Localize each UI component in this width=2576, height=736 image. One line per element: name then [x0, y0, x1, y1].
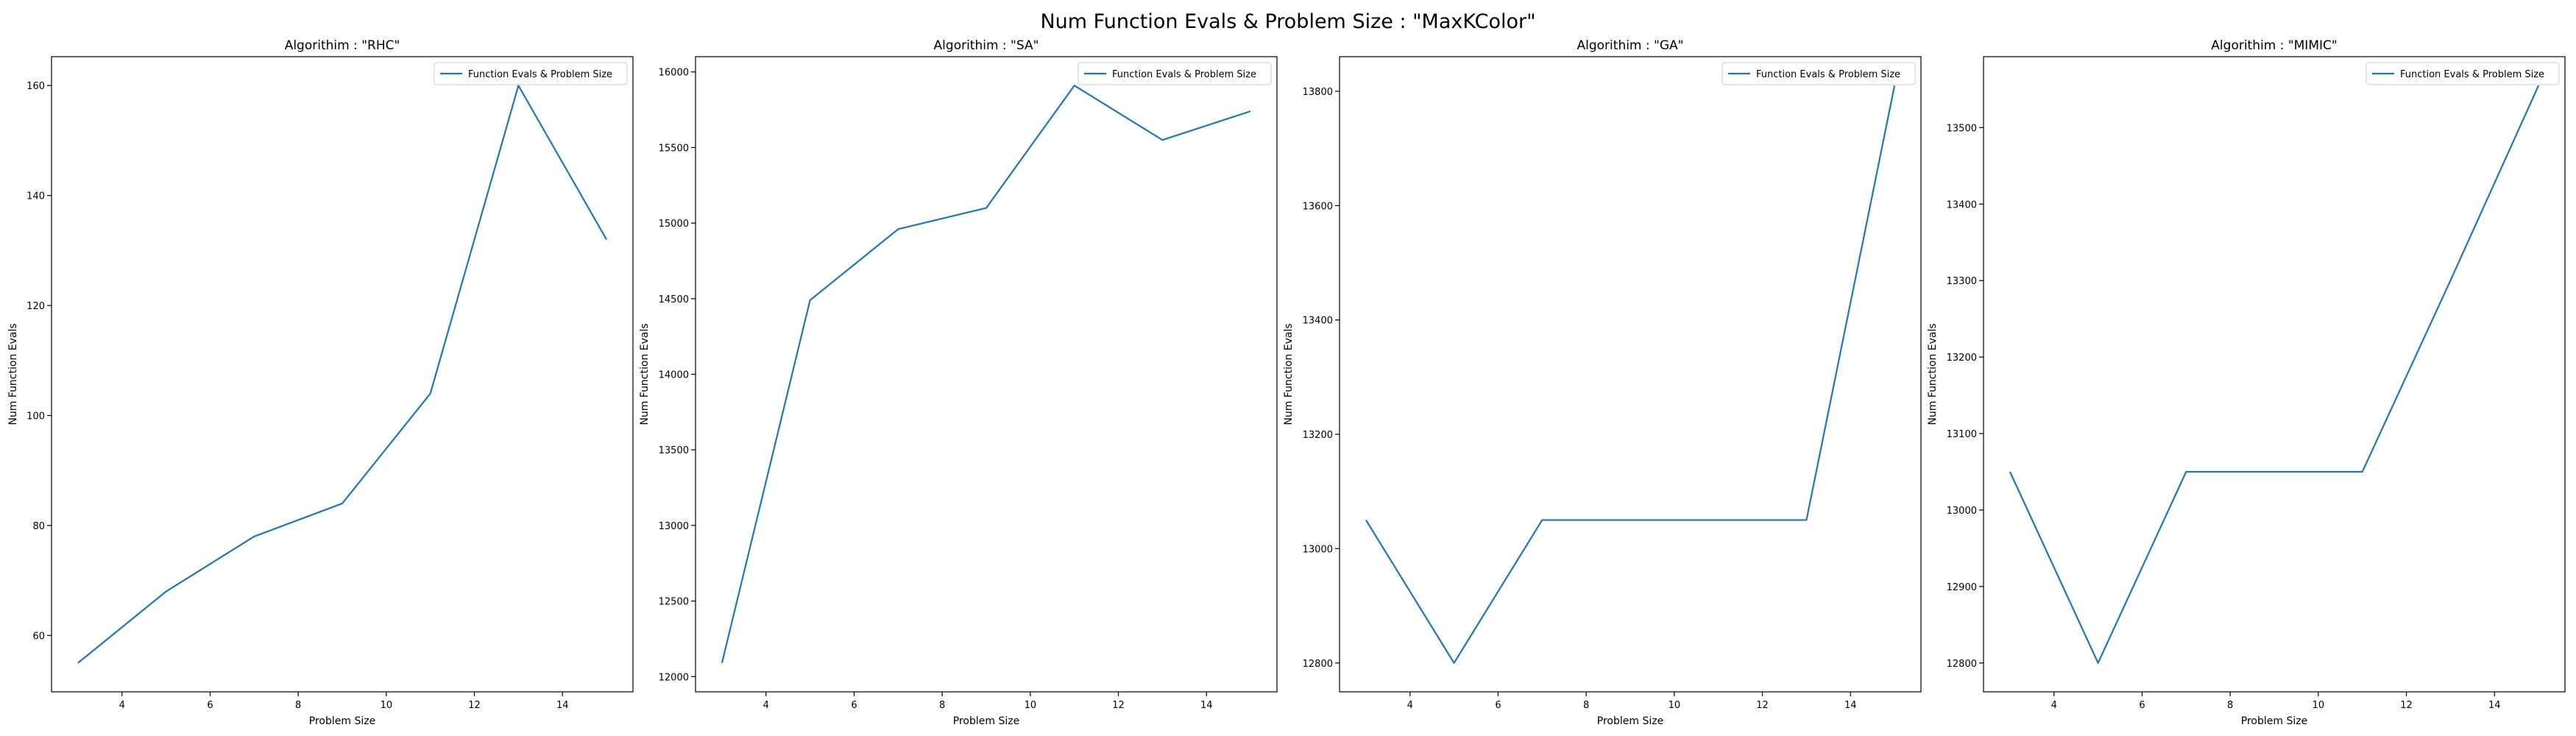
legend-label: Function Evals & Problem Size: [2400, 69, 2544, 80]
y-tick-label: 13000: [1303, 544, 1333, 555]
x-tick-label: 6: [207, 700, 213, 711]
x-tick-label: 10: [381, 700, 393, 711]
chart-panel-4: Algorithim : "MIMIC" 4 6 8 10 12 14 12800 12900 1…: [1927, 38, 2566, 727]
x-tick-label: 6: [851, 700, 857, 711]
y-tick-label: 13100: [1947, 429, 1977, 440]
y-tick-label: 12900: [1947, 582, 1977, 593]
y-tick-label: 13400: [1947, 199, 1977, 210]
x-tick-label: 4: [119, 700, 125, 711]
x-tick-label: 4: [1407, 700, 1413, 711]
y-tick-label: 13200: [1303, 430, 1333, 441]
legend-label: Function Evals & Problem Size: [468, 69, 612, 80]
y-tick-label: 13500: [659, 445, 689, 456]
legend-box: [434, 62, 628, 85]
legend: Function Evals & Problem Size: [2366, 62, 2560, 85]
x-tick-label: 14: [1844, 700, 1857, 711]
y-axis-label: Num Function Evals: [639, 323, 651, 425]
y-tick-label: 140: [26, 191, 45, 202]
series-line: [2009, 85, 2540, 664]
x-tick-label: 10: [1025, 700, 1037, 711]
y-tick-label: 13400: [1303, 316, 1333, 327]
x-tick-label: 10: [2313, 700, 2325, 711]
y-tick-label: 13000: [659, 521, 689, 532]
y-tick-label: 16000: [659, 68, 689, 79]
legend-label: Function Evals & Problem Size: [1112, 69, 1256, 80]
x-axis-label: Problem Size: [953, 715, 1019, 727]
y-tick-label: 13000: [1947, 506, 1977, 517]
legend: Function Evals & Problem Size: [434, 62, 628, 85]
y-tick-label: 12500: [659, 597, 689, 608]
chart-panel-1: Algorithim : "RHC" 4 6 8 10 12 14 60 80 100 120 140…: [7, 38, 634, 727]
y-tick-label: 12000: [659, 672, 689, 683]
x-tick-label: 8: [295, 700, 301, 711]
series-line: [77, 85, 608, 664]
x-axis-label: Problem Size: [1597, 715, 1663, 727]
y-tick-label: 13500: [1947, 123, 1977, 134]
x-tick-label: 4: [2051, 700, 2057, 711]
figure-title: Num Function Evals & Problem Size : "Max…: [1040, 10, 1536, 33]
x-tick-label: 10: [1669, 700, 1681, 711]
y-tick-label: 120: [26, 301, 45, 312]
legend-box: [2366, 62, 2560, 85]
axes-frame: [1983, 56, 2566, 693]
x-tick-label: 14: [556, 700, 569, 711]
y-axis-label: Num Function Evals: [7, 323, 19, 425]
y-tick-label: 100: [26, 411, 45, 422]
legend-label: Function Evals & Problem Size: [1756, 69, 1900, 80]
axes-frame: [695, 56, 1278, 693]
y-axis-label: Num Function Evals: [1927, 323, 1939, 425]
legend: Function Evals & Problem Size: [1078, 62, 1272, 85]
series-line: [721, 85, 1251, 664]
y-tick-label: 15000: [659, 219, 689, 230]
y-tick-label: 160: [26, 81, 45, 92]
x-tick-label: 12: [468, 700, 481, 711]
x-tick-label: 4: [763, 700, 769, 711]
legend: Function Evals & Problem Size: [1722, 62, 1916, 85]
x-tick-label: 12: [1112, 700, 1125, 711]
x-tick-label: 6: [1495, 700, 1501, 711]
y-tick-label: 12800: [1947, 659, 1977, 670]
y-tick-label: 12800: [1303, 659, 1333, 670]
legend-box: [1722, 62, 1916, 85]
x-tick-label: 8: [1583, 700, 1589, 711]
series-line: [1365, 85, 1896, 664]
y-tick-label: 13200: [1947, 353, 1977, 364]
y-tick-label: 80: [32, 521, 45, 532]
x-axis-label: Problem Size: [2241, 715, 2307, 727]
y-tick-label: 60: [32, 631, 45, 642]
axes-frame: [51, 56, 634, 693]
chart-title: Algorithim : "RHC": [285, 38, 400, 53]
y-tick-label: 13300: [1947, 276, 1977, 287]
axes-frame: [1339, 56, 1922, 693]
x-tick-label: 8: [939, 700, 945, 711]
y-tick-label: 14500: [659, 294, 689, 305]
y-tick-label: 15500: [659, 143, 689, 154]
x-tick-label: 8: [2227, 700, 2233, 711]
y-tick-label: 13600: [1303, 201, 1333, 212]
chart-panel-3: Algorithim : "GA" 4 6 8 10 12 14 12800 13000 1320…: [1283, 38, 1922, 727]
x-tick-label: 6: [2139, 700, 2145, 711]
x-tick-label: 14: [2488, 700, 2501, 711]
y-tick-label: 13800: [1303, 87, 1333, 98]
x-tick-label: 12: [1756, 700, 1769, 711]
legend-box: [1078, 62, 1272, 85]
chart-panel-2: Algorithim : "SA" 4 6 8 10 12 14 12000 12500 1300…: [639, 38, 1278, 727]
chart-title: Algorithim : "SA": [934, 38, 1039, 53]
x-tick-label: 12: [2400, 700, 2413, 711]
x-tick-label: 14: [1200, 700, 1213, 711]
y-tick-label: 14000: [659, 370, 689, 381]
chart-title: Algorithim : "MIMIC": [2211, 38, 2337, 53]
y-axis-label: Num Function Evals: [1283, 323, 1295, 425]
chart-title: Algorithim : "GA": [1577, 38, 1684, 53]
x-axis-label: Problem Size: [309, 715, 375, 727]
